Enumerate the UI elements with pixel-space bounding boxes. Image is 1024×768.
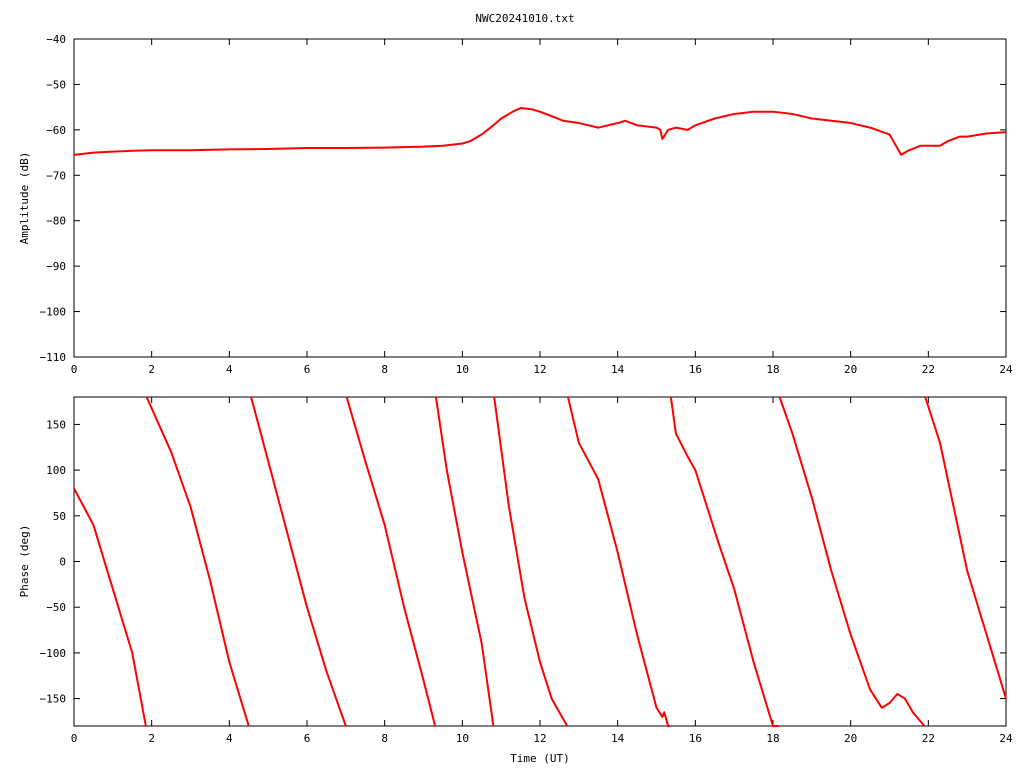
phase-y-tick-label: −100: [40, 647, 67, 660]
phase-x-tick-label: 12: [533, 732, 546, 745]
amplitude-y-tick-label: −50: [46, 78, 66, 91]
phase-x-tick-label: 20: [844, 732, 857, 745]
amplitude-y-tick-label: −110: [40, 351, 67, 364]
amplitude-x-tick-label: 4: [226, 363, 233, 376]
phase-series-line: [73, 396, 1007, 727]
amplitude-x-tick-label: 20: [844, 363, 857, 376]
phase-y-tick-label: 50: [53, 510, 66, 523]
phase-x-tick-label: 16: [689, 732, 702, 745]
chart-title: NWC20241010.txt: [475, 12, 574, 25]
amplitude-series-line: [73, 107, 1007, 156]
amplitude-x-tick-label: 12: [533, 363, 546, 376]
phase-x-tick-label: 22: [922, 732, 935, 745]
amplitude-series: [73, 107, 1007, 156]
phase-y-tick-label: 100: [46, 464, 66, 477]
phase-x-tick-label: 18: [766, 732, 779, 745]
amplitude-y-tick-label: −90: [46, 260, 66, 273]
amplitude-x-tick-label: 6: [304, 363, 311, 376]
phase-ticks: [73, 397, 1007, 726]
phase-panel: 0 2 4 6 8 10 12 14 16 18 20 22 24−150−100−5005010015…: [18, 396, 1013, 765]
time-x-axis-label: Time (UT): [510, 752, 570, 765]
phase-x-tick-label: 4: [226, 732, 233, 745]
amplitude-y-tick-label: −80: [46, 215, 66, 228]
amplitude-x-tick-label: 22: [922, 363, 935, 376]
phase-x-tick-label: 24: [999, 732, 1013, 745]
amplitude-x-tick-label: 2: [148, 363, 155, 376]
phase-y-tick-label: 0: [59, 556, 66, 569]
phase-x-tick-label: 8: [381, 732, 388, 745]
amplitude-x-tick-label: 24: [999, 363, 1013, 376]
amplitude-y-tick-label: −60: [46, 124, 66, 137]
amplitude-plot-frame: [73, 38, 1007, 358]
phase-y-axis-label: Phase (deg): [18, 525, 31, 598]
amplitude-x-tick-label: 16: [689, 363, 702, 376]
phase-x-tick-label: 10: [456, 732, 469, 745]
phase-y-tick-label: 150: [46, 418, 66, 431]
amplitude-y-tick-label: −100: [40, 306, 67, 319]
amplitude-x-tick-label: 0: [71, 363, 78, 376]
amplitude-y-tick-label: −40: [46, 33, 66, 46]
amplitude-x-tick-label: 10: [456, 363, 469, 376]
amplitude-x-tick-label: 8: [381, 363, 388, 376]
amplitude-tick-labels: 0 2 4 6 8 10 12 14 16 18 20 22 24−110−100−90−80−70−6…: [40, 33, 1013, 376]
phase-tick-labels: 0 2 4 6 8 10 12 14 16 18 20 22 24−150−100−5005010015…: [40, 418, 1013, 745]
amplitude-y-tick-label: −70: [46, 169, 66, 182]
amplitude-x-tick-label: 18: [766, 363, 779, 376]
phase-series: [73, 396, 1007, 727]
phase-x-tick-label: 6: [304, 732, 311, 745]
phase-y-tick-label: −150: [40, 693, 67, 706]
phase-y-tick-label: −50: [46, 601, 66, 614]
phase-x-tick-label: 2: [148, 732, 155, 745]
amplitude-ticks: [73, 38, 1007, 358]
phase-x-tick-label: 0: [71, 732, 78, 745]
amplitude-y-axis-label: Amplitude (dB): [18, 152, 31, 245]
amplitude-panel: 0 2 4 6 8 10 12 14 16 18 20 22 24−110−100−90−80−70−6…: [18, 33, 1013, 376]
amplitude-x-tick-label: 14: [611, 363, 625, 376]
phase-x-tick-label: 14: [611, 732, 625, 745]
